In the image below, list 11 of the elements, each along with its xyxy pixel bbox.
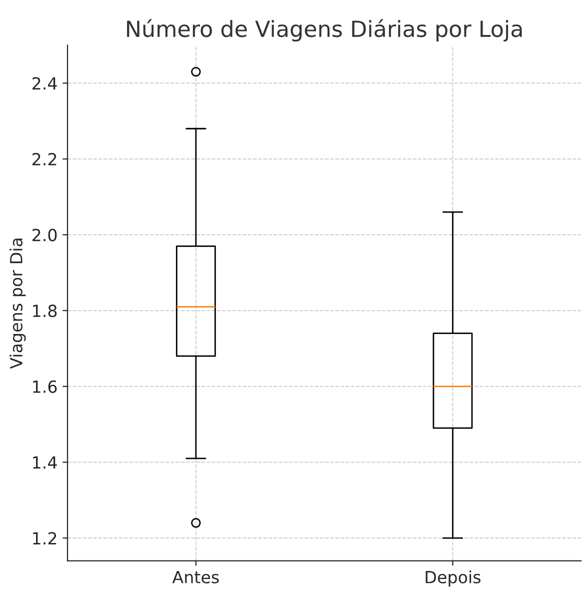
chart-title: Número de Viagens Diárias por Loja <box>127 19 522 42</box>
y-axis-title: Viagens por Dia <box>10 238 26 369</box>
x-tick-label: Depois <box>426 570 480 587</box>
y-tick-label: 1.4 <box>33 456 57 469</box>
x-tick-label: Antes <box>172 571 219 584</box>
y-tick-label: 2.4 <box>32 77 57 90</box>
y-tick-label: 2.0 <box>32 228 57 242</box>
y-tick-label: 1.8 <box>33 304 57 318</box>
y-tick-label: 1.2 <box>33 532 56 544</box>
y-tick-label: 1.6 <box>33 380 57 393</box>
y-tick-label: 2.2 <box>32 152 56 166</box>
